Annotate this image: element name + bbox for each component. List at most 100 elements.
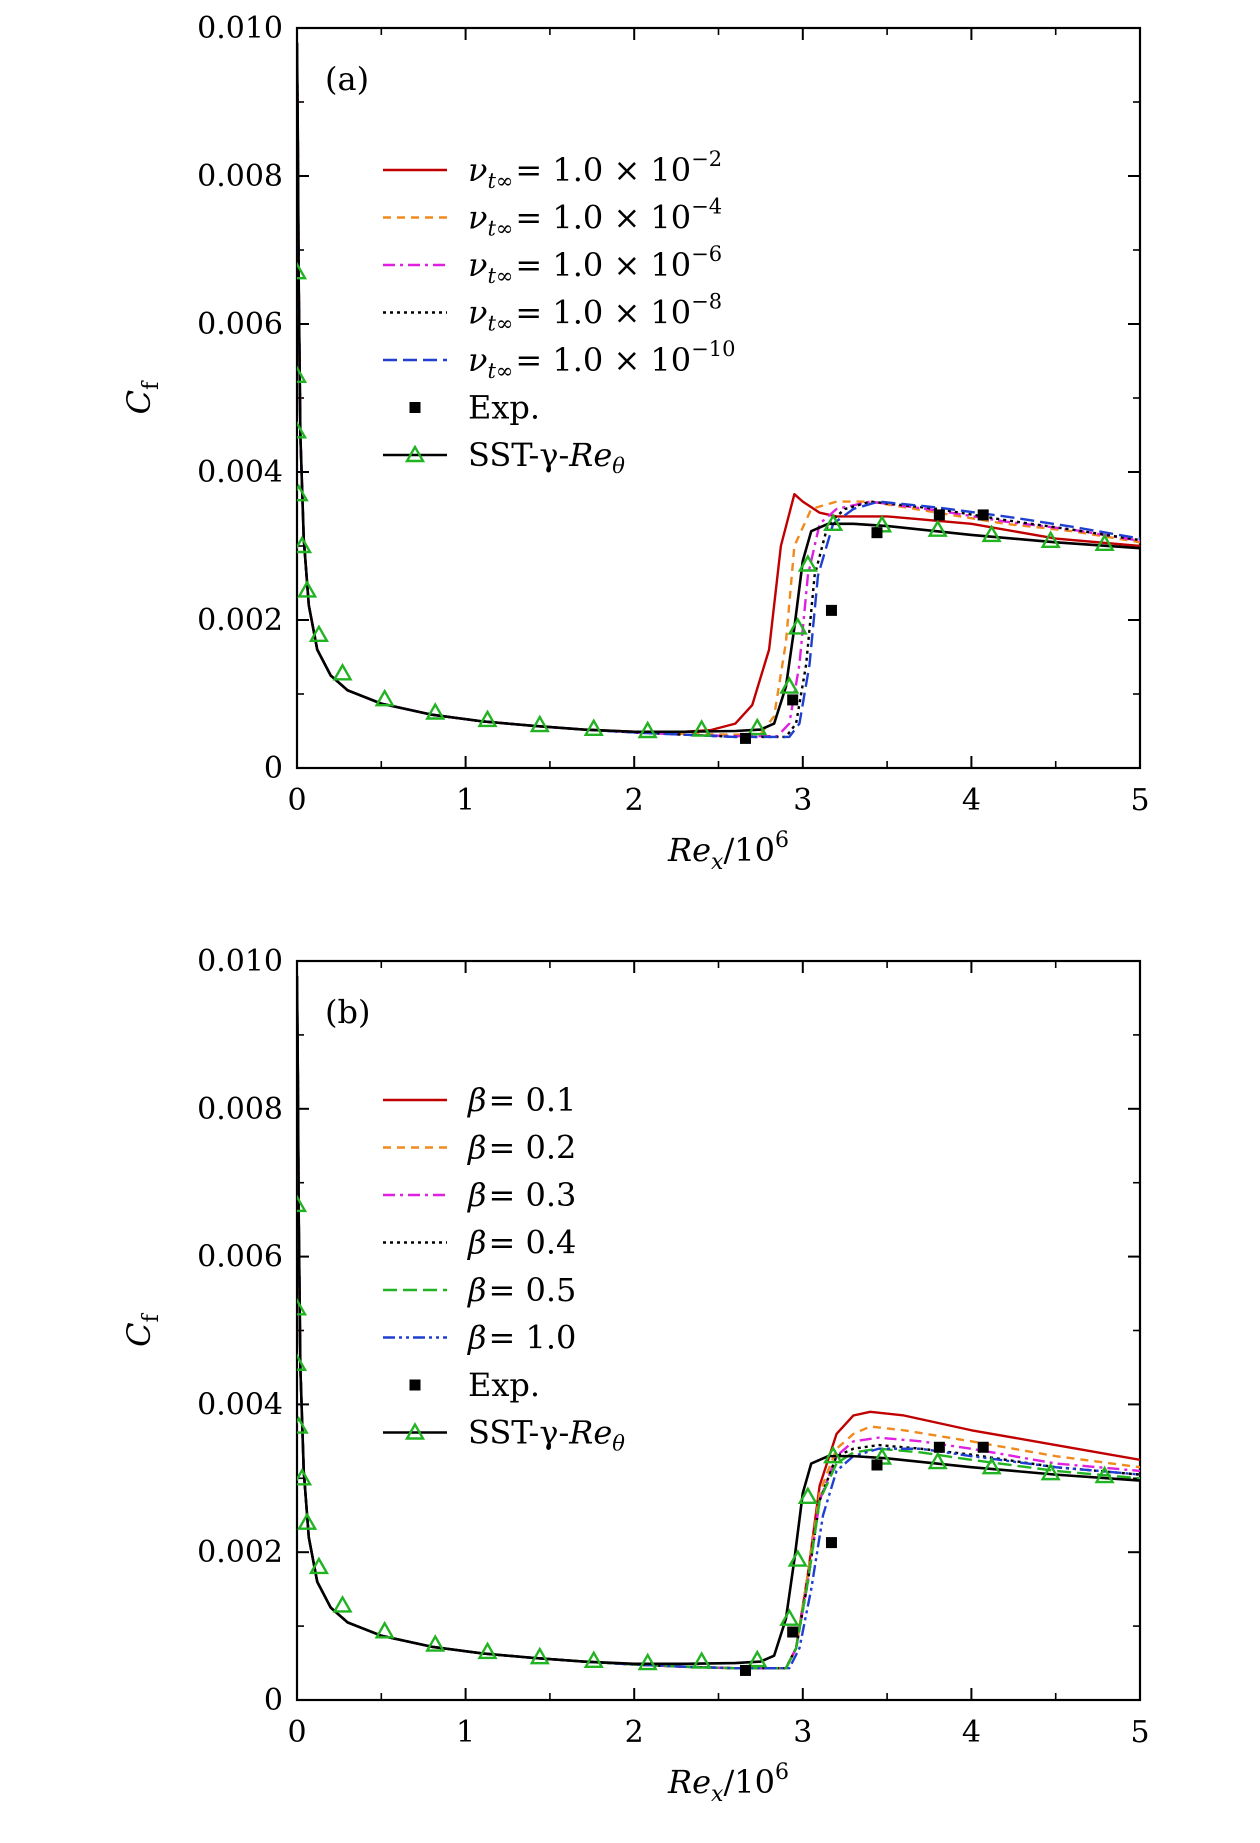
series-marker-5 [981,524,1002,543]
legend-entry: β= 0.1 [467,1081,576,1119]
legend-entry-exp: Exp. [468,1366,540,1404]
plot-frame [295,959,1142,1702]
x-axis-label-sup: 6 [775,1760,789,1785]
x-axis-label: Rex/106 [667,828,789,875]
legend-entry: β= 0.3 [467,1176,576,1214]
series-marker-6 [747,1649,768,1668]
y-tick-label: 0.008 [197,1092,283,1127]
series-marker-6 [1040,1462,1061,1481]
legend-sup: −2 [691,147,722,171]
series-marker-6 [981,1456,1002,1475]
x-tick-label: 0 [287,783,306,818]
legend-text: = 1.0 [489,1319,577,1357]
legend-entry: νt∞= 1.0 × 10−4 [468,195,722,241]
legend-entry: νt∞= 1.0 × 10−8 [468,290,722,336]
y-axis-label-main: C [120,390,158,414]
legend-swatch-sst-marker [404,444,426,463]
y-axis-label-main: C [120,1322,158,1346]
legend-sup: −10 [691,337,735,361]
series-marker-6 [637,1652,658,1671]
experiment-point [977,509,989,521]
y-tick-label: 0.006 [197,1240,283,1275]
y-axis-label: Cf [120,380,164,414]
y-axis-label-sub: f [139,380,164,390]
x-tick-label: 4 [962,783,981,818]
series-marker-5 [477,709,498,728]
legend-text: = 0.5 [489,1271,577,1309]
series-line-1 [297,975,1140,1670]
plot-area [297,42,1140,744]
experiment-point [871,1459,883,1471]
x-axis-label-rest: /10 [723,1763,775,1801]
panel-label: (a) [325,60,369,98]
series-marker-5 [297,261,308,280]
series-marker-6 [297,1512,318,1530]
x-tick-label: 5 [1130,1715,1149,1750]
legend-sub: t∞ [487,217,513,241]
panel-label: (b) [325,993,370,1031]
legend-symbol: ν [468,294,487,332]
legend-sub: θ [612,1432,625,1456]
plot-area [297,975,1140,1676]
legend-symbol: β [467,1224,487,1262]
legend-italic: Re [568,1414,612,1452]
series-marker-6 [927,1451,948,1470]
series-line-3 [297,975,1140,1670]
legend-text: = 1.0 × 10 [515,246,691,284]
series-marker-6 [779,1608,800,1626]
series-line-6 [297,975,1140,1666]
legend-sub: θ [612,454,625,478]
series-marker-6 [297,1353,308,1371]
legend-sub: t∞ [487,312,513,336]
y-tick-label: 0 [264,751,283,786]
series-marker-5 [779,676,800,694]
legend-text: = 1.0 × 10 [515,294,691,332]
series-marker-6 [797,1486,818,1504]
legend-entry-exp: Exp. [468,389,540,427]
experiment-point [739,732,751,744]
x-tick-label: 3 [793,1715,812,1750]
experiment-point [933,509,945,521]
y-tick-label: 0.008 [197,159,283,194]
plot-frame [295,26,1142,770]
y-tick-label: 0.002 [197,1535,283,1570]
legend-entry: β= 1.0 [467,1319,576,1357]
series-marker-5 [637,720,658,739]
experiment-point [787,694,799,706]
chart-panel-b: 0 1 2 3 4 500.0020.0040.0060.0080.010Rex/106C… [120,944,1150,1807]
y-tick-label: 0.002 [197,603,283,638]
experiment-point [825,1537,837,1549]
y-tick-label: 0.004 [197,455,283,490]
x-tick-label: 1 [456,783,475,818]
legend-entry: β= 0.2 [467,1129,576,1167]
x-axis-label: Rex/106 [667,1760,789,1807]
series-marker-5 [374,688,395,707]
series-line-0 [297,975,1140,1670]
legend-symbol: β [467,1271,487,1309]
x-tick-label: 0 [287,1715,306,1750]
legend-symbol: ν [468,341,487,379]
series-marker-5 [583,718,604,736]
series-marker-6 [691,1651,712,1669]
experiment-point [933,1441,945,1453]
y-axis-label-sub: f [139,1312,164,1322]
experiment-point [739,1664,751,1676]
legend-text: SST-γ- [468,1414,569,1452]
x-tick-label: 2 [625,783,644,818]
series-marker-5 [297,483,309,502]
x-axis-label-sup: 6 [775,828,789,853]
series-marker-5 [787,616,808,635]
legend-text: = 1.0 × 10 [515,151,691,189]
series-marker-6 [308,1556,329,1575]
series-marker-6 [297,1194,308,1213]
legend-entry-sst: SST-γ-Reθ [468,436,625,478]
x-tick-label: 3 [793,783,812,818]
y-tick-label: 0.010 [197,944,283,979]
series-marker-6 [297,1416,309,1434]
legend-text: SST-γ- [468,436,569,474]
legend-entry: β= 0.4 [467,1224,576,1262]
legend-sub: t∞ [487,169,513,193]
legend-sub: t∞ [487,264,513,288]
series-marker-6 [583,1650,604,1669]
x-tick-label: 1 [456,1715,475,1750]
